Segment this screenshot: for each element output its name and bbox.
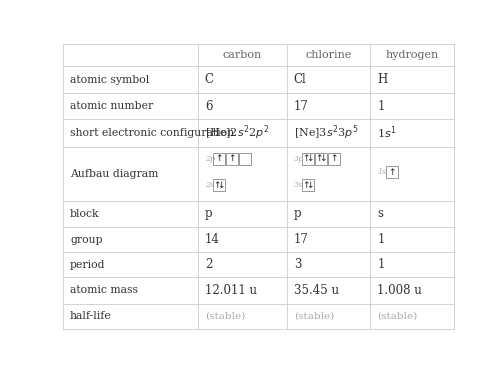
Text: short electronic configuration: short electronic configuration — [70, 128, 234, 138]
Bar — [226, 153, 238, 165]
Text: 2: 2 — [205, 258, 212, 271]
Text: ↑: ↑ — [214, 181, 221, 189]
Text: block: block — [70, 209, 100, 219]
Text: 17: 17 — [294, 100, 309, 112]
Text: (stable): (stable) — [294, 312, 334, 321]
Text: 12.011 u: 12.011 u — [205, 284, 257, 297]
Text: 6: 6 — [205, 100, 212, 112]
Text: 1.008 u: 1.008 u — [377, 284, 422, 297]
Bar — [386, 166, 398, 178]
Text: ↑: ↑ — [388, 168, 396, 177]
Text: p: p — [205, 208, 212, 221]
Text: C: C — [205, 73, 214, 86]
Text: 1: 1 — [377, 233, 385, 246]
Text: Cl: Cl — [294, 73, 306, 86]
Text: 3s: 3s — [294, 181, 303, 189]
Text: atomic mass: atomic mass — [70, 285, 138, 295]
Text: chlorine: chlorine — [305, 50, 352, 60]
Text: 3p: 3p — [294, 155, 304, 163]
Text: ↑: ↑ — [302, 154, 310, 164]
Text: 1s: 1s — [377, 168, 387, 176]
Text: hydrogen: hydrogen — [386, 50, 438, 60]
Text: ↑: ↑ — [228, 154, 236, 164]
Text: 1: 1 — [377, 258, 385, 271]
Bar — [213, 153, 225, 165]
Text: ↓: ↓ — [217, 181, 225, 189]
Text: p: p — [294, 208, 301, 221]
Text: 2s: 2s — [205, 181, 214, 189]
Text: ↓: ↓ — [306, 154, 314, 164]
Text: carbon: carbon — [223, 50, 262, 60]
Text: 1: 1 — [377, 100, 385, 112]
Text: 35.45 u: 35.45 u — [294, 284, 339, 297]
Bar — [213, 179, 225, 191]
Text: ↓: ↓ — [306, 181, 314, 189]
Text: group: group — [70, 235, 103, 245]
Bar — [302, 153, 314, 165]
Text: ↑: ↑ — [302, 181, 310, 189]
Text: ↑: ↑ — [316, 154, 323, 164]
Text: 1$s^{1}$: 1$s^{1}$ — [377, 125, 397, 141]
Text: ↓: ↓ — [320, 154, 327, 164]
Bar — [316, 153, 327, 165]
Bar — [239, 153, 251, 165]
Text: 3: 3 — [294, 258, 301, 271]
Text: [Ne]3$s^{2}$3$p^{5}$: [Ne]3$s^{2}$3$p^{5}$ — [294, 124, 358, 142]
Text: 2p: 2p — [205, 155, 215, 163]
Text: atomic symbol: atomic symbol — [70, 74, 149, 84]
Text: 17: 17 — [294, 233, 309, 246]
Text: atomic number: atomic number — [70, 101, 153, 111]
Bar — [302, 179, 314, 191]
Text: ↑: ↑ — [216, 154, 223, 164]
Text: [He]2$s^{2}$2$p^{2}$: [He]2$s^{2}$2$p^{2}$ — [205, 124, 269, 142]
Text: (stable): (stable) — [205, 312, 245, 321]
Text: (stable): (stable) — [377, 312, 418, 321]
Bar — [328, 153, 340, 165]
Text: 14: 14 — [205, 233, 220, 246]
Text: s: s — [377, 208, 384, 221]
Text: ↑: ↑ — [330, 154, 338, 164]
Text: half-life: half-life — [70, 312, 112, 322]
Text: H: H — [377, 73, 388, 86]
Text: period: period — [70, 259, 105, 269]
Text: Aufbau diagram: Aufbau diagram — [70, 169, 158, 179]
